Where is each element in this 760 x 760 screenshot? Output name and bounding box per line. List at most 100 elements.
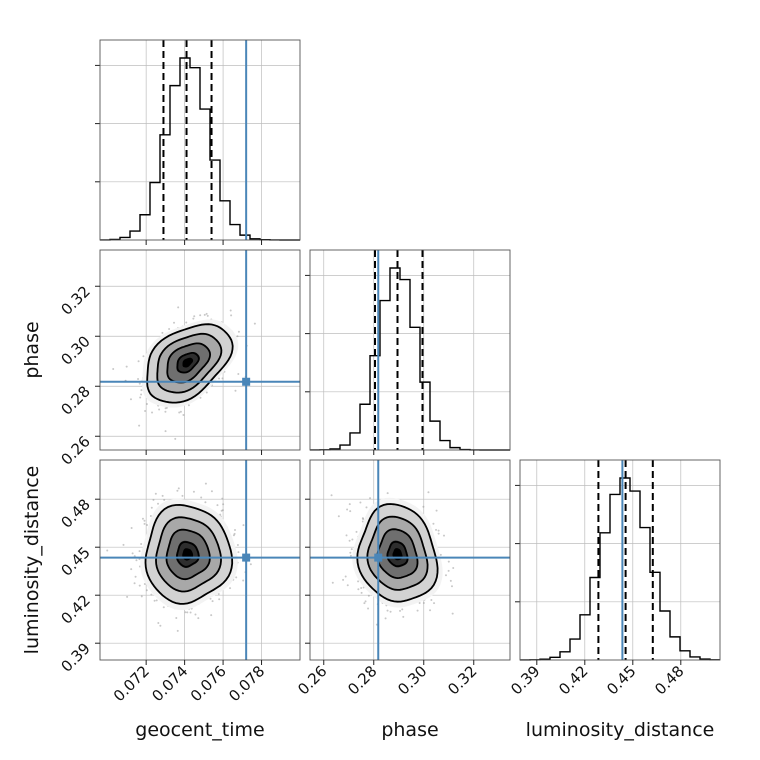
histogram-phase xyxy=(310,267,510,451)
truth-marker-phase-luminosity_distance xyxy=(374,553,383,562)
scatter-point-geocent_time-luminosity_distance xyxy=(216,504,219,507)
scatter-point-phase-luminosity_distance xyxy=(449,579,452,582)
scatter-point-geocent_time-luminosity_distance xyxy=(236,544,239,547)
scatter-point-geocent_time-luminosity_distance xyxy=(143,522,146,525)
scatter-point-phase-luminosity_distance xyxy=(439,553,442,556)
scatter-point-geocent_time-phase xyxy=(112,368,115,371)
scatter-point-geocent_time-luminosity_distance xyxy=(150,506,153,509)
x-axis-label-luminosity_distance: luminosity_distance xyxy=(526,719,715,741)
scatter-point-geocent_time-luminosity_distance xyxy=(153,599,156,602)
xtick-label-geocent_time-3: 0.078 xyxy=(225,662,268,705)
scatter-point-geocent_time-phase xyxy=(151,411,154,414)
scatter-point-geocent_time-phase xyxy=(230,314,233,317)
scatter-point-geocent_time-luminosity_distance xyxy=(218,598,221,601)
scatter-point-geocent_time-luminosity_distance xyxy=(122,543,125,546)
scatter-point-phase-luminosity_distance xyxy=(418,601,421,604)
scatter-point-geocent_time-luminosity_distance xyxy=(155,599,158,602)
scatter-point-phase-luminosity_distance xyxy=(389,610,392,613)
scatter-point-geocent_time-phase xyxy=(142,355,145,358)
scatter-point-phase-luminosity_distance xyxy=(450,585,453,588)
scatter-point-geocent_time-phase xyxy=(187,404,190,407)
panel-content-phase-luminosity_distance xyxy=(310,460,510,660)
frame-layer xyxy=(95,39,721,665)
scatter-point-phase-luminosity_distance xyxy=(451,612,454,615)
ytick-label-phase-3: 0.32 xyxy=(57,282,93,318)
scatter-point-geocent_time-luminosity_distance xyxy=(229,587,232,590)
scatter-point-geocent_time-phase xyxy=(138,382,141,385)
scatter-point-phase-luminosity_distance xyxy=(330,494,333,497)
scatter-point-phase-luminosity_distance xyxy=(422,505,425,508)
scatter-point-phase-luminosity_distance xyxy=(399,609,402,612)
ytick-label-phase-2: 0.30 xyxy=(57,332,93,368)
scatter-point-phase-luminosity_distance xyxy=(351,538,354,541)
contour-geocent_time-phase-1 xyxy=(166,342,212,384)
scatter-point-geocent_time-luminosity_distance xyxy=(186,611,189,614)
density-band-geocent_time-phase-5 xyxy=(182,357,194,368)
panel-hist-phase xyxy=(309,249,511,451)
scatter-point-geocent_time-phase xyxy=(177,306,180,309)
scatter-point-geocent_time-luminosity_distance xyxy=(140,542,143,545)
scatter-point-phase-luminosity_distance xyxy=(430,598,433,601)
scatter-point-geocent_time-luminosity_distance xyxy=(152,498,155,501)
scatter-point-phase-luminosity_distance xyxy=(416,609,419,612)
scatter-point-geocent_time-luminosity_distance xyxy=(159,624,162,627)
scatter-point-geocent_time-luminosity_distance xyxy=(126,595,129,598)
scatter-point-geocent_time-luminosity_distance xyxy=(181,494,184,497)
scatter-point-geocent_time-phase xyxy=(221,377,224,380)
scatter-point-geocent_time-luminosity_distance xyxy=(157,502,160,505)
scatter-point-phase-luminosity_distance xyxy=(337,515,340,518)
scatter-point-geocent_time-luminosity_distance xyxy=(197,617,200,620)
contour-phase-luminosity_distance-0 xyxy=(386,540,409,568)
scatter-point-geocent_time-luminosity_distance xyxy=(175,617,178,620)
scatter-point-geocent_time-luminosity_distance xyxy=(219,513,222,516)
scatter-point-phase-luminosity_distance xyxy=(386,492,389,495)
scatter-point-phase-luminosity_distance xyxy=(367,594,370,597)
scatter-point-phase-luminosity_distance xyxy=(447,569,450,572)
contour-geocent_time-luminosity_distance-3 xyxy=(144,503,234,605)
scatter-point-geocent_time-luminosity_distance xyxy=(163,498,166,501)
scatter-point-geocent_time-luminosity_distance xyxy=(233,529,236,532)
scatter-point-geocent_time-luminosity_distance xyxy=(210,490,213,493)
scatter-point-geocent_time-phase xyxy=(193,315,196,318)
ytick-label-luminosity_distance-3: 0.48 xyxy=(57,495,93,531)
scatter-point-geocent_time-luminosity_distance xyxy=(177,487,180,490)
ytick-label-luminosity_distance-1: 0.42 xyxy=(57,591,93,627)
scatter-point-geocent_time-phase xyxy=(174,437,177,440)
scatter-point-geocent_time-luminosity_distance xyxy=(200,496,203,499)
scatter-point-phase-luminosity_distance xyxy=(369,497,372,500)
scatter-point-geocent_time-luminosity_distance xyxy=(210,614,213,617)
scatter-point-phase-luminosity_distance xyxy=(444,574,447,577)
contour-geocent_time-phase-0 xyxy=(176,351,200,374)
xtick-label-luminosity_distance-2: 0.45 xyxy=(603,662,639,698)
scatter-point-geocent_time-phase xyxy=(234,389,237,392)
scatter-point-phase-luminosity_distance xyxy=(402,615,405,618)
scatter-point-phase-luminosity_distance xyxy=(435,528,438,531)
scatter-point-phase-luminosity_distance xyxy=(360,591,363,594)
scatter-point-phase-luminosity_distance xyxy=(422,601,425,604)
scatter-point-geocent_time-phase xyxy=(140,393,143,396)
scatter-point-phase-luminosity_distance xyxy=(437,529,440,532)
scatter-point-phase-luminosity_distance xyxy=(364,600,367,603)
scatter-point-geocent_time-phase xyxy=(236,335,239,338)
scatter-point-geocent_time-phase xyxy=(137,378,140,381)
scatter-point-geocent_time-phase xyxy=(192,317,195,320)
scatter-point-geocent_time-phase xyxy=(140,389,143,392)
scatter-point-phase-luminosity_distance xyxy=(355,530,358,533)
scatter-point-geocent_time-luminosity_distance xyxy=(217,592,220,595)
scatter-point-geocent_time-phase xyxy=(237,372,240,375)
scatter-point-geocent_time-phase xyxy=(168,328,171,331)
contour-geocent_time-luminosity_distance-1 xyxy=(165,528,211,581)
scatter-point-geocent_time-luminosity_distance xyxy=(235,576,238,579)
scatter-point-phase-luminosity_distance xyxy=(348,503,351,506)
scatter-point-geocent_time-phase xyxy=(185,321,188,324)
scatter-point-geocent_time-luminosity_distance xyxy=(130,527,133,530)
panel-hist-geocent_time xyxy=(99,39,301,241)
y-axis-label-luminosity_distance: luminosity_distance xyxy=(21,466,43,655)
xtick-label-luminosity_distance-3: 0.48 xyxy=(651,662,687,698)
scatter-point-geocent_time-luminosity_distance xyxy=(133,582,136,585)
scatter-point-geocent_time-luminosity_distance xyxy=(209,597,212,600)
scatter-point-geocent_time-luminosity_distance xyxy=(154,492,157,495)
scatter-point-phase-luminosity_distance xyxy=(363,602,366,605)
scatter-point-geocent_time-phase xyxy=(137,360,140,363)
scatter-point-geocent_time-phase xyxy=(205,312,208,315)
